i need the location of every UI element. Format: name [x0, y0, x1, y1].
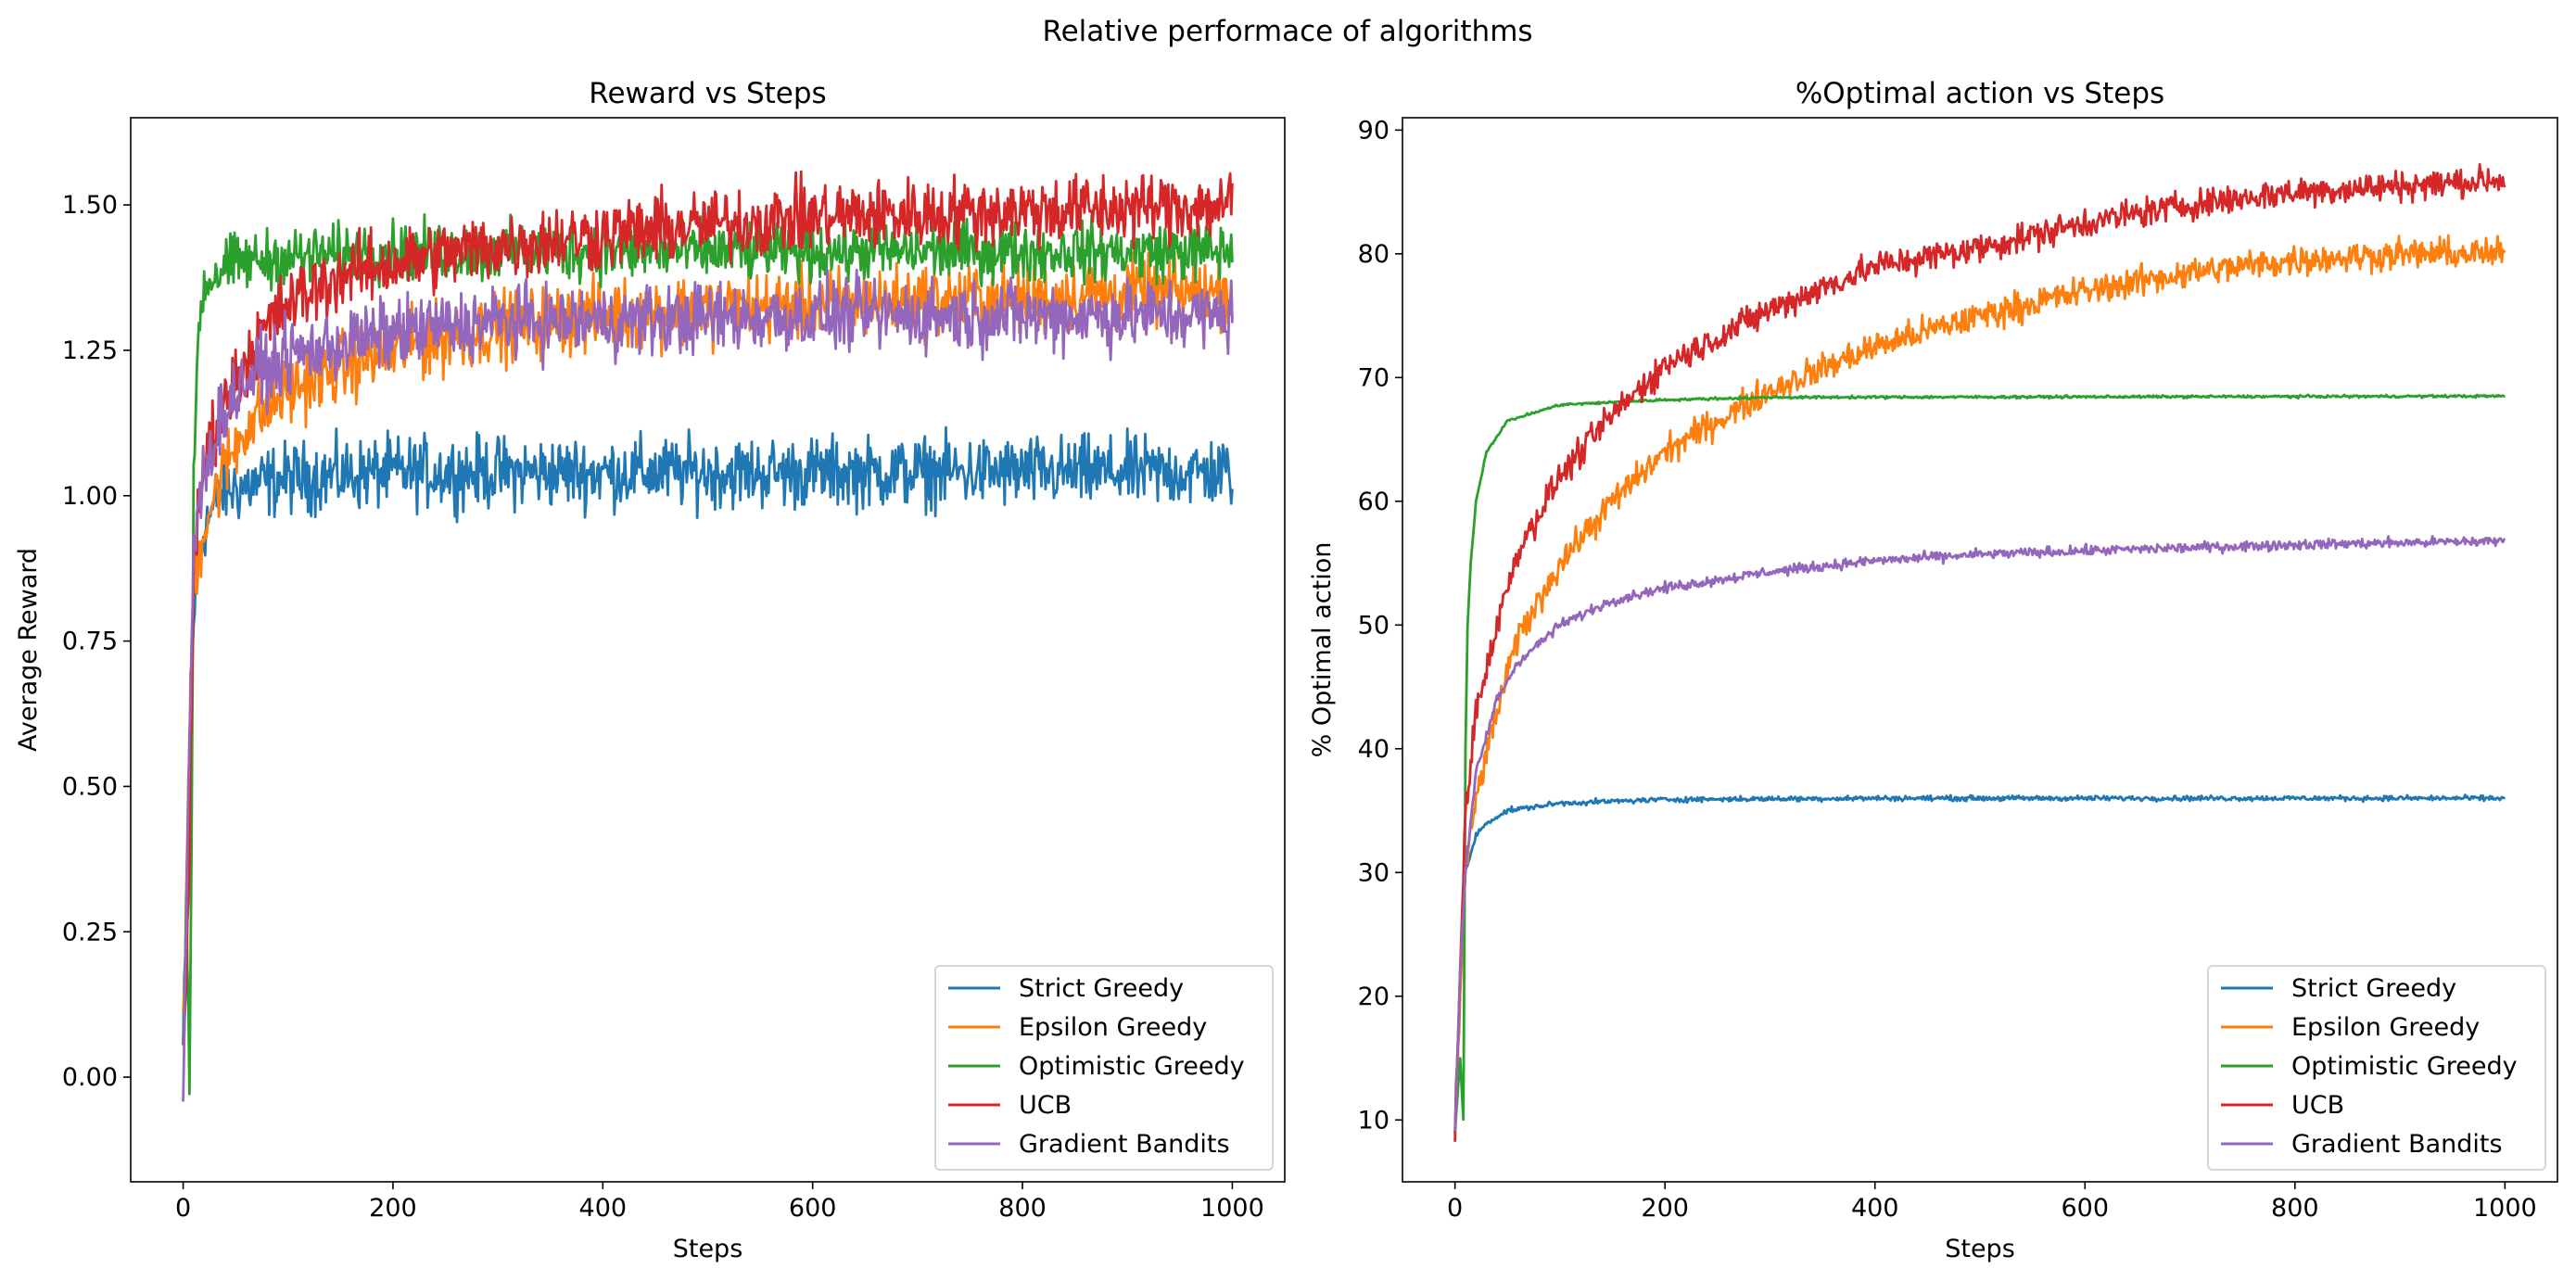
ax0-legend-box — [934, 965, 1274, 1171]
ax1-legend-label-ucb: UCB — [2291, 1091, 2344, 1120]
ax0-ytick-label: 0.25 — [62, 918, 118, 946]
ax1-title: %Optimal action vs Steps — [1796, 77, 2164, 110]
ax0-xtick-label: 400 — [579, 1194, 628, 1223]
ax0-series-gradient-bandits — [182, 268, 1234, 1102]
ax1-xlabel: Steps — [1945, 1235, 2015, 1263]
ax1-series-strict-greedy — [1453, 793, 2506, 1134]
chart-optimal-action-vs-steps: %Optimal action vs Steps 0 200 400 600 800 100… — [1308, 77, 2558, 1263]
ax1-ytick-label: 80 — [1358, 240, 1390, 269]
ax0-legend-label-strict-greedy: Strict Greedy — [1019, 974, 1184, 1003]
ax1-series-ucb — [1453, 162, 2506, 1142]
ax1-xtick-label: 400 — [1851, 1194, 1899, 1223]
ax1-ytick-label: 10 — [1358, 1106, 1390, 1135]
ax0-ytick-label: 0.50 — [62, 772, 118, 801]
ax0-ytick-label: 0.00 — [62, 1063, 118, 1092]
ax0-ytick-label: 1.50 — [62, 191, 118, 220]
ax1-legend-label-epsilon-greedy: Epsilon Greedy — [2291, 1013, 2480, 1042]
ax1-ytick-label: 60 — [1358, 488, 1390, 516]
chart-reward-vs-steps: Reward vs Steps 0 200 400 600 800 1000 0.00 0.25… — [14, 77, 1286, 1263]
figure-suptitle: Relative performace of algorithms — [1042, 15, 1532, 48]
ax1-ytick-label: 70 — [1358, 363, 1390, 392]
ax0-legend-label-optimistic-greedy: Optimistic Greedy — [1019, 1052, 1245, 1081]
ax1-xtick-label: 600 — [2061, 1194, 2109, 1223]
ax1-ytick-label: 40 — [1358, 735, 1390, 764]
ax0-legend: Strict Greedy Epsilon Greedy Optimistic Gr… — [934, 965, 1274, 1171]
ax0-legend-label-epsilon-greedy: Epsilon Greedy — [1019, 1013, 1207, 1042]
ax1-ytick-label: 30 — [1358, 858, 1390, 887]
ax1-ytick-label: 50 — [1358, 611, 1390, 640]
ax0-xtick-label: 600 — [789, 1194, 837, 1223]
ax1-legend-label-optimistic-greedy: Optimistic Greedy — [2291, 1052, 2518, 1081]
ax0-xtick-label: 200 — [369, 1194, 417, 1223]
ax1-ytick-label: 90 — [1358, 116, 1390, 145]
ax0-series-strict-greedy — [182, 425, 1234, 1046]
ax0-legend-label-gradient-bandits: Gradient Bandits — [1019, 1130, 1230, 1159]
ax0-series-ucb — [182, 170, 1234, 1046]
ax1-xtick-label: 800 — [2271, 1194, 2319, 1223]
ax1-series-epsilon-greedy — [1453, 234, 2506, 1133]
ax0-xtick-label: 0 — [175, 1194, 191, 1223]
ax1-xtick-label: 1000 — [2473, 1194, 2537, 1223]
ax1-series-gradient-bandits — [1453, 535, 2506, 1132]
ax1-legend-label-gradient-bandits: Gradient Bandits — [2291, 1130, 2503, 1159]
ax1-xtick-label: 0 — [1447, 1194, 1463, 1223]
ax1-xtick-label: 200 — [1641, 1194, 1689, 1223]
ax0-title: Reward vs Steps — [589, 77, 826, 110]
ax0-ytick-label: 1.00 — [62, 482, 118, 511]
ax1-ytick-label: 20 — [1358, 983, 1390, 1011]
ax0-series-optimistic-greedy — [182, 212, 1234, 1096]
ax1-legend: Strict Greedy Epsilon Greedy Optimistic Gr… — [2207, 965, 2546, 1171]
ax0-xtick-label: 1000 — [1200, 1194, 1264, 1223]
ax0-ytick-label: 0.75 — [62, 628, 118, 656]
ax0-frame — [130, 117, 1286, 1183]
ax1-ylabel: % Optimal action — [1308, 542, 1337, 758]
ax0-legend-label-ucb: UCB — [1019, 1091, 1072, 1120]
ax0-xlabel: Steps — [673, 1235, 743, 1263]
ax0-ylabel: Average Reward — [14, 548, 43, 752]
ax0-ytick-label: 1.25 — [62, 336, 118, 365]
ax1-series-optimistic-greedy — [1453, 393, 2506, 1134]
ax1-legend-label-strict-greedy: Strict Greedy — [2291, 974, 2456, 1003]
ax1-legend-box — [2207, 965, 2546, 1171]
ax0-xtick-label: 800 — [998, 1194, 1047, 1223]
ax1-frame — [1402, 117, 2558, 1183]
